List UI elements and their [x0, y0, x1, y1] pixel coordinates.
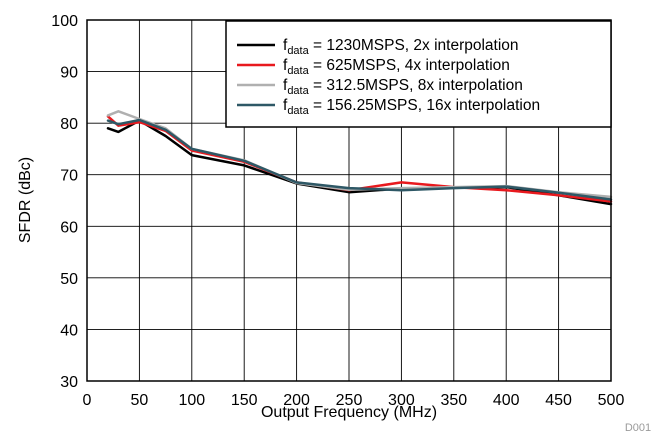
- y-tick-labels: 30 40 50 60 70 80 90 100: [51, 13, 78, 391]
- y-tick-label: 90: [60, 65, 78, 82]
- plot-area-frame: [86, 19, 612, 382]
- y-tick-label: 100: [51, 13, 78, 30]
- series-lines: [106, 110, 613, 206]
- x-tick-label: 200: [283, 392, 310, 409]
- y-tick-label: 50: [60, 271, 78, 288]
- y-tick-label: 60: [60, 219, 78, 236]
- y-tick-label: 40: [60, 322, 78, 339]
- legend-label-3: fdata = 312.5MSPS, 8x interpolation: [283, 77, 523, 97]
- x-tick-label: 250: [336, 392, 363, 409]
- x-tick-label: 400: [493, 392, 520, 409]
- legend-label-1: fdata = 1230MSPS, 2x interpolation: [283, 37, 519, 57]
- x-tick-label: 300: [388, 392, 415, 409]
- x-tick-label: 0: [83, 392, 92, 409]
- x-tick-label: 450: [545, 392, 572, 409]
- x-axis-title: Output Frequency (MHz): [261, 404, 437, 421]
- x-tick-label: 100: [178, 392, 205, 409]
- y-axis-title: SFDR (dBc): [17, 157, 34, 243]
- legend-label-2: fdata = 625MSPS, 4x interpolation: [283, 57, 510, 77]
- legend-box: [225, 20, 612, 128]
- x-tick-label: 350: [440, 392, 467, 409]
- x-tick-labels: 0 50 100 150 200 250 300 350 400 450 500: [83, 392, 625, 409]
- legend: fdata = 1230MSPS, 2x interpolationfdata …: [225, 20, 612, 128]
- x-tick-label: 500: [598, 392, 625, 409]
- y-tick-label: 70: [60, 168, 78, 185]
- x-tick-label: 150: [231, 392, 258, 409]
- legend-label-4: fdata = 156.25MSPS, 16x interpolation: [283, 97, 540, 117]
- x-tick-label: 50: [131, 392, 149, 409]
- y-tick-label: 80: [60, 116, 78, 133]
- y-tick-label: 30: [60, 374, 78, 391]
- series-line-4: [106, 118, 613, 201]
- figure-id-note: D001: [625, 422, 651, 433]
